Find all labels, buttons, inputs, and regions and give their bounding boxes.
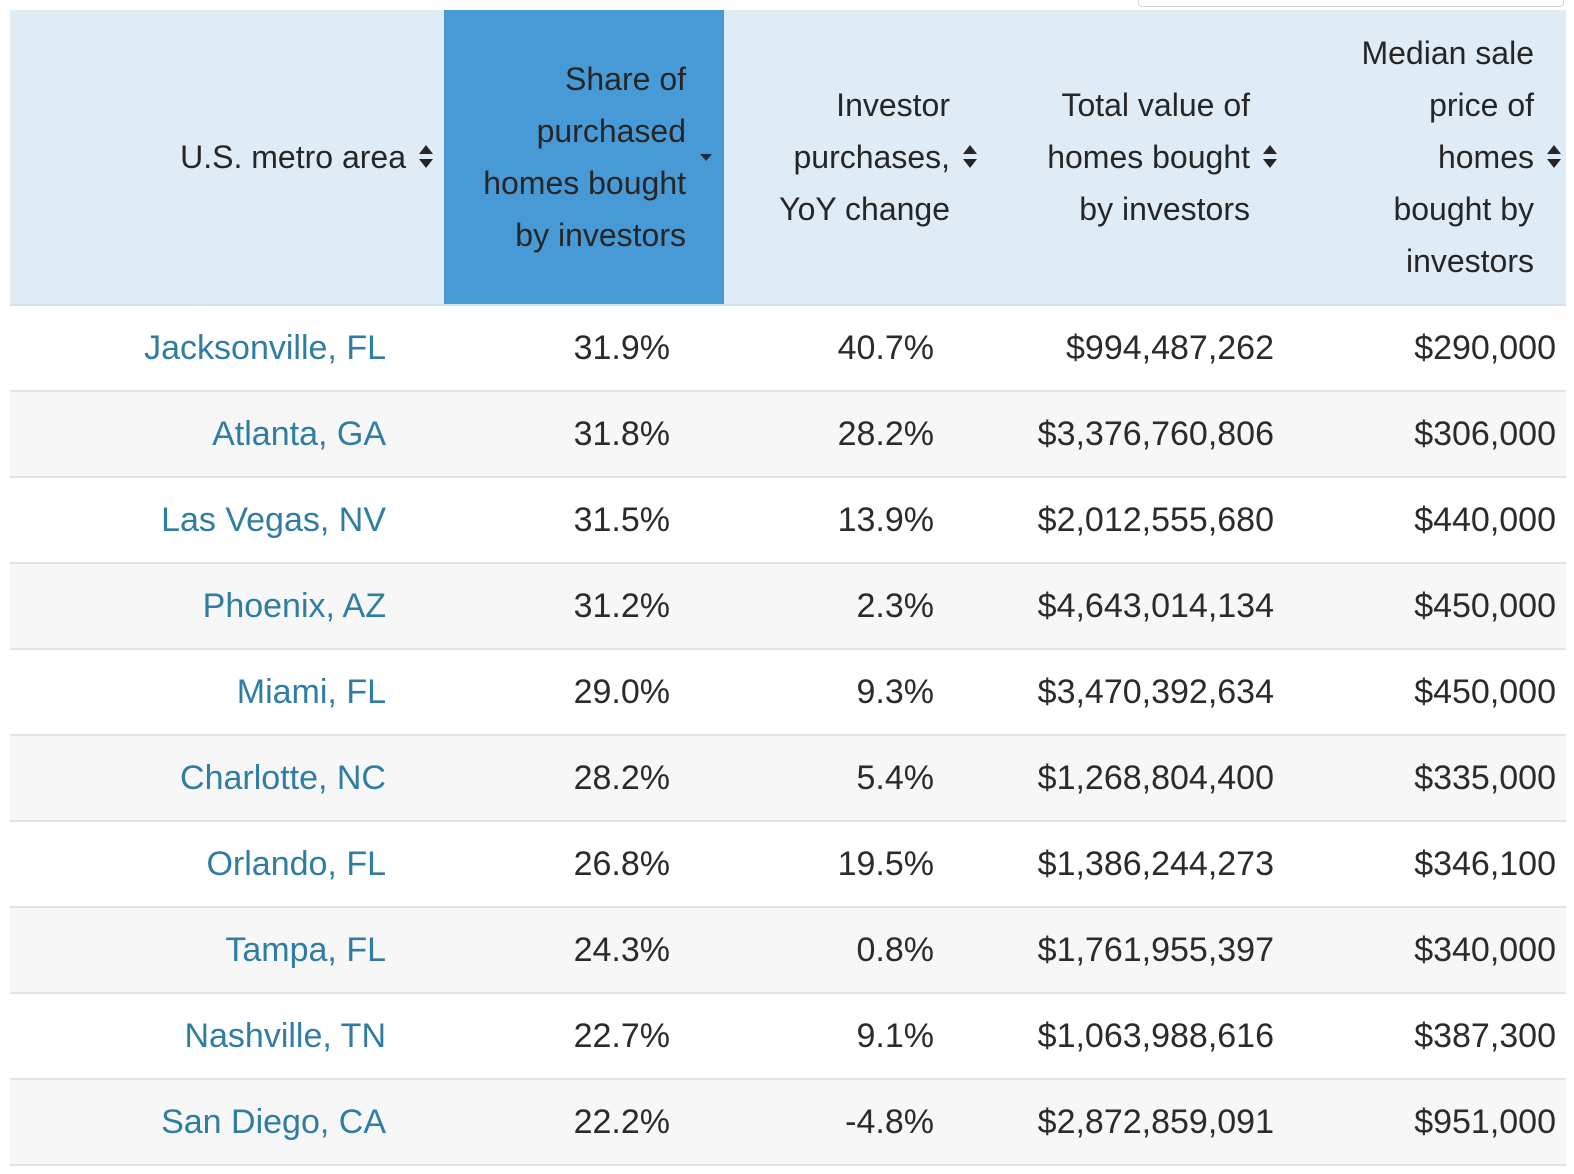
cell-median: $387,300 [1414,1016,1556,1055]
cell-share: 26.8% [573,844,670,883]
column-header-label-line: homes bought [483,165,686,201]
metro-link[interactable]: Tampa, FL [225,930,386,969]
column-header-label: Median sale price of homes bought by investo… [1361,27,1534,287]
column-header-label-line: homes [1437,139,1534,175]
cell-total: $3,376,760,806 [1037,414,1274,453]
table-row: San Diego, CA 22.2% -4.8% $2,872,859,091 $95… [10,1080,1566,1166]
search-input[interactable] [1138,0,1564,7]
cell-yoy: 13.9% [837,500,934,539]
column-header-label-line: Investor [836,87,950,123]
column-header-label-line: by investors [515,217,686,253]
metro-link[interactable]: Miami, FL [236,672,386,711]
column-header-label-line: by investors [1079,191,1250,227]
metro-link[interactable]: Orlando, FL [206,844,386,883]
cell-yoy: 28.2% [837,414,934,453]
cell-median: $335,000 [1414,758,1556,797]
table-body: Jacksonville, FL 31.9% 40.7% $994,487,262 $2… [10,306,1566,1166]
metro-link[interactable]: Jacksonville, FL [144,328,386,367]
table-row: Jacksonville, FL 31.9% 40.7% $994,487,262 $2… [10,306,1566,392]
cell-yoy: 9.3% [856,672,935,711]
column-header-total[interactable]: Total value of homes bought by investors [990,10,1290,304]
column-header-metro[interactable]: U.S. metro area [10,10,444,304]
table-row: Phoenix, AZ 31.2% 2.3% $4,643,014,134 $450,0… [10,564,1566,650]
cell-share: 24.3% [573,930,670,969]
cell-total: $2,012,555,680 [1037,500,1274,539]
column-header-label-line: homes bought [1047,139,1250,175]
table-row: Charlotte, NC 28.2% 5.4% $1,268,804,400 $335… [10,736,1566,822]
cell-share: 31.8% [573,414,670,453]
table-row: Miami, FL 29.0% 9.3% $3,470,392,634 $450,000 [10,650,1566,736]
metro-link[interactable]: Las Vegas, NV [161,500,386,539]
column-header-label-line: price of [1429,87,1534,123]
table-header-row: U.S. metro area Share of purchased homes bo… [10,10,1566,306]
column-header-label: Total value of homes bought by investors [1047,79,1250,235]
cell-share: 28.2% [573,758,670,797]
cell-median: $951,000 [1414,1102,1556,1141]
column-header-label-line: Median sale [1361,35,1534,71]
cell-yoy: -4.8% [845,1102,934,1141]
cell-yoy: 5.4% [856,758,935,797]
sort-both-icon [1262,144,1278,170]
table-row: Orlando, FL 26.8% 19.5% $1,386,244,273 $346,… [10,822,1566,908]
cell-yoy: 19.5% [837,844,934,883]
column-header-label-line: Total value of [1061,87,1250,123]
column-header-label-line: purchased [536,113,686,149]
cell-median: $346,100 [1414,844,1556,883]
cell-median: $290,000 [1414,328,1556,367]
cell-yoy: 0.8% [856,930,935,969]
column-header-label: Investor purchases, YoY change [779,79,950,235]
metro-link[interactable]: San Diego, CA [161,1102,386,1141]
cell-total: $4,643,014,134 [1037,586,1274,625]
sort-both-icon [1546,144,1562,170]
column-header-label-line: U.S. metro area [180,139,406,175]
cell-share: 22.2% [573,1102,670,1141]
metro-link[interactable]: Atlanta, GA [212,414,386,453]
cell-share: 29.0% [573,672,670,711]
metro-link[interactable]: Nashville, TN [184,1016,386,1055]
sort-both-icon [962,144,978,170]
column-header-yoy[interactable]: Investor purchases, YoY change [724,10,990,304]
cell-share: 31.2% [573,586,670,625]
column-header-label-line: Share of [565,61,686,97]
column-header-label-line: bought by [1393,191,1534,227]
cell-total: $1,386,244,273 [1037,844,1274,883]
cell-total: $1,268,804,400 [1037,758,1274,797]
cell-median: $340,000 [1414,930,1556,969]
cell-median: $450,000 [1414,672,1556,711]
cell-total: $3,470,392,634 [1037,672,1274,711]
cell-median: $450,000 [1414,586,1556,625]
metro-link[interactable]: Charlotte, NC [180,758,386,797]
cell-total: $994,487,262 [1066,328,1274,367]
column-header-label: U.S. metro area [180,131,406,183]
cell-total: $2,872,859,091 [1037,1102,1274,1141]
metro-link[interactable]: Phoenix, AZ [202,586,386,625]
table-row: Nashville, TN 22.7% 9.1% $1,063,988,616 $387… [10,994,1566,1080]
cell-share: 31.9% [573,328,670,367]
column-header-label-line: investors [1405,243,1534,279]
cell-share: 22.7% [573,1016,670,1055]
table-row: Atlanta, GA 31.8% 28.2% $3,376,760,806 $306,… [10,392,1566,478]
table-row: Tampa, FL 24.3% 0.8% $1,761,955,397 $340,000 [10,908,1566,994]
sort-down-icon [698,152,714,162]
cell-total: $1,063,988,616 [1037,1016,1274,1055]
cell-share: 31.5% [573,500,670,539]
cell-yoy: 2.3% [856,586,935,625]
column-header-share[interactable]: Share of purchased homes bought by investor… [444,10,724,304]
cell-yoy: 40.7% [837,328,934,367]
cell-yoy: 9.1% [856,1016,935,1055]
column-header-label-line: YoY change [779,191,950,227]
cell-median: $440,000 [1414,500,1556,539]
column-header-label-line: purchases, [793,139,950,175]
sort-both-icon [418,144,434,170]
cell-total: $1,761,955,397 [1037,930,1274,969]
column-header-median[interactable]: Median sale price of homes bought by investo… [1290,10,1566,304]
investor-homes-table: U.S. metro area Share of purchased homes bo… [10,10,1566,1166]
table-row: Las Vegas, NV 31.5% 13.9% $2,012,555,680 $44… [10,478,1566,564]
column-header-label: Share of purchased homes bought by investor… [483,53,686,261]
cell-median: $306,000 [1414,414,1556,453]
